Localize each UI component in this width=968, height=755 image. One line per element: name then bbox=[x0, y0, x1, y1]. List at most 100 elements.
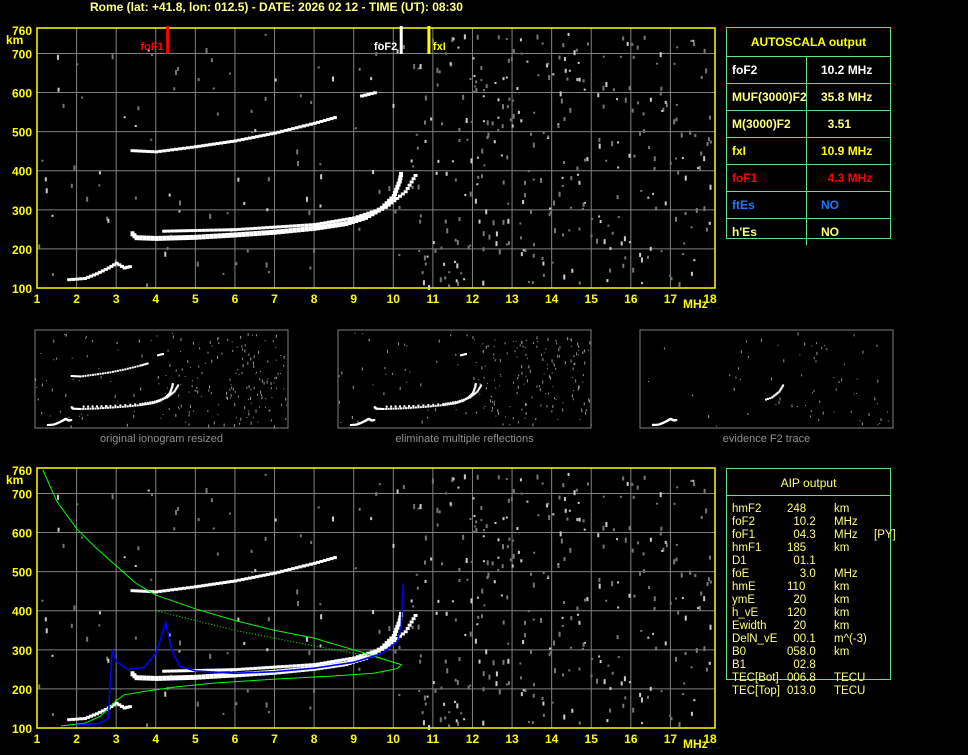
echo-trace-point bbox=[146, 589, 151, 593]
echo-trace-point bbox=[288, 664, 293, 668]
thumbnail-trace-point bbox=[149, 402, 152, 405]
echo-trace-point bbox=[287, 568, 292, 572]
echo-trace-point bbox=[211, 142, 216, 146]
noise-echo bbox=[469, 684, 472, 687]
noise-echo bbox=[474, 525, 477, 528]
thumbnail-noise bbox=[427, 416, 429, 419]
echo-trace-point bbox=[265, 133, 270, 137]
thumbnail-trace-point bbox=[444, 402, 447, 405]
noise-echo bbox=[210, 498, 213, 503]
noise-echo bbox=[476, 623, 479, 626]
aip-row: foF1 04.3 MHz [PY] bbox=[732, 529, 896, 542]
thumbnail-noise bbox=[117, 349, 119, 351]
noise-echo bbox=[458, 579, 461, 583]
noise-echo bbox=[491, 561, 494, 566]
noise-echo bbox=[564, 68, 567, 73]
aip-row: TEC[Top] 013.0 TECU bbox=[732, 685, 896, 698]
thumbnail-trace-point bbox=[82, 375, 85, 378]
thumbnail-trace-point bbox=[151, 400, 154, 403]
echo-trace-point bbox=[233, 668, 238, 672]
echo-trace-point bbox=[162, 149, 167, 153]
noise-echo bbox=[681, 157, 684, 160]
thumbnail-noise bbox=[548, 374, 550, 378]
thumbnail-noise bbox=[256, 393, 258, 396]
aip-unit: km bbox=[834, 503, 850, 515]
thumbnail-noise bbox=[816, 351, 818, 355]
noise-echo bbox=[520, 119, 523, 123]
echo-trace-point bbox=[319, 224, 324, 230]
aip-value: 02.8 bbox=[787, 659, 816, 671]
echo-trace-point bbox=[174, 147, 179, 151]
noise-echo bbox=[675, 557, 678, 562]
thumbnail-noise bbox=[536, 345, 538, 348]
noise-echo bbox=[653, 607, 656, 612]
noise-echo bbox=[473, 530, 476, 533]
noise-echo bbox=[62, 543, 65, 548]
thumbnail-trace-point bbox=[70, 418, 73, 421]
noise-echo bbox=[464, 194, 467, 197]
thumbnail-trace-point bbox=[377, 407, 380, 410]
echo-trace-point bbox=[170, 235, 175, 241]
noise-echo bbox=[636, 485, 639, 490]
thumbnail-trace-point bbox=[73, 375, 76, 378]
aip-param: D1 bbox=[732, 555, 747, 567]
noise-echo bbox=[549, 211, 552, 215]
echo-trace-point bbox=[201, 584, 206, 588]
thumbnail-trace-point bbox=[156, 399, 159, 402]
echo-trace-point bbox=[395, 624, 400, 630]
x-tick-label: 11 bbox=[427, 292, 440, 306]
noise-echo bbox=[561, 184, 564, 187]
noise-echo bbox=[297, 160, 300, 166]
noise-echo bbox=[540, 177, 543, 183]
noise-echo bbox=[474, 85, 477, 88]
thumbnail-noise bbox=[516, 391, 518, 394]
noise-echo bbox=[646, 695, 649, 699]
noise-echo bbox=[98, 611, 101, 615]
thumbnail-noise bbox=[209, 340, 211, 344]
y-tick-label: 600 bbox=[12, 527, 32, 541]
echo-trace-point bbox=[327, 660, 332, 664]
noise-echo bbox=[569, 206, 572, 209]
noise-echo bbox=[516, 87, 519, 91]
noise-echo bbox=[480, 505, 483, 510]
thumbnail-trace-point bbox=[114, 404, 117, 407]
thumbnail-noise bbox=[877, 379, 879, 383]
thumbnail-noise bbox=[192, 341, 194, 345]
thumbnail-noise bbox=[231, 386, 233, 389]
thumbnail-noise bbox=[226, 391, 228, 395]
echo-trace-point bbox=[146, 149, 151, 153]
thumbnail-trace-point bbox=[146, 362, 149, 365]
noise-echo bbox=[107, 658, 110, 663]
noise-echo bbox=[411, 625, 414, 629]
noise-echo bbox=[698, 165, 701, 171]
thumbnail-noise bbox=[648, 380, 650, 382]
noise-echo bbox=[41, 159, 44, 162]
echo-trace-point bbox=[213, 228, 218, 232]
echo-trace-point bbox=[345, 217, 350, 221]
thumbnail-noise bbox=[253, 364, 255, 368]
noise-echo bbox=[472, 497, 475, 500]
noise-echo bbox=[446, 228, 449, 234]
noise-echo bbox=[473, 90, 476, 93]
noise-echo bbox=[439, 277, 442, 283]
noise-echo bbox=[73, 605, 76, 611]
noise-echo bbox=[582, 519, 585, 523]
echo-trace-point bbox=[193, 229, 198, 233]
noise-echo bbox=[519, 236, 522, 240]
thumbnail-noise bbox=[399, 386, 401, 390]
echo-trace-point bbox=[158, 589, 163, 593]
noise-echo bbox=[641, 282, 644, 285]
noise-echo bbox=[212, 527, 215, 530]
thumbnail-noise bbox=[160, 417, 162, 419]
echo-trace-point bbox=[138, 235, 143, 241]
noise-echo bbox=[673, 502, 676, 505]
echo-trace-point bbox=[83, 277, 88, 281]
aip-row: TEC[Bot] 006.8 TECU bbox=[732, 672, 896, 685]
echo-trace-point bbox=[209, 233, 214, 239]
echo-trace-point bbox=[337, 658, 342, 662]
x-tick-label: 12 bbox=[466, 292, 480, 306]
noise-echo bbox=[533, 243, 536, 247]
thumbnail-trace-point bbox=[129, 403, 132, 406]
echo-trace-point bbox=[386, 643, 391, 647]
noise-echo bbox=[569, 646, 572, 649]
